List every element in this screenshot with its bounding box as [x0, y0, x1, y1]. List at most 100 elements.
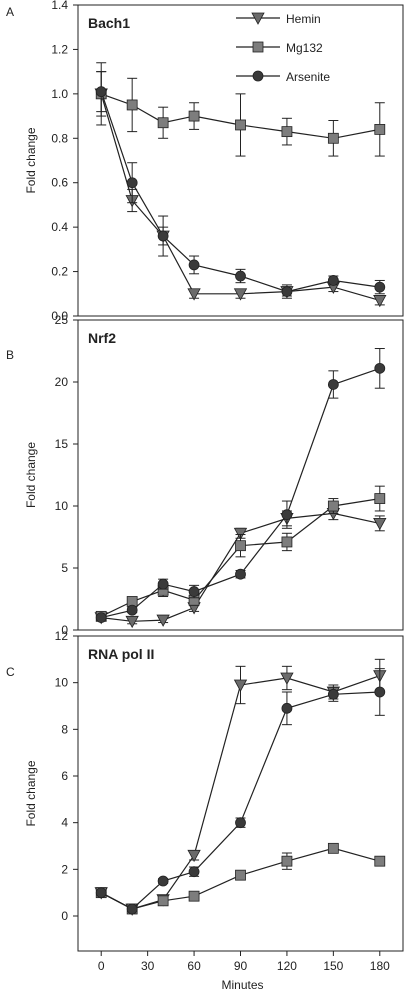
panel-letter: B	[6, 348, 14, 362]
panel-C: C RNA pol II 0 2 4 6 8 10 12 Fold change 0 30 60 90 12…	[6, 629, 404, 992]
y-tick-label: 0	[61, 623, 68, 637]
y-tick-label: 1.4	[51, 0, 68, 12]
y-tick-label: 0.2	[51, 265, 68, 279]
data-point	[188, 110, 200, 122]
series-line	[100, 93, 380, 301]
series-mg132	[95, 62, 386, 157]
y-tick-label: 0.8	[51, 131, 68, 145]
legend-label: Hemin	[286, 12, 321, 26]
y-tick-label: 10	[55, 499, 69, 513]
panel-B: B Nrf2 0 5 10 15 20 25 Fold change	[6, 313, 404, 637]
y-tick-label: 0.6	[51, 176, 68, 190]
y-tick-label: 1.0	[51, 87, 68, 101]
chart-title: RNA pol II	[88, 646, 154, 662]
data-point	[327, 688, 339, 700]
panel-letter: A	[6, 5, 14, 19]
series-arsenite	[95, 348, 386, 623]
data-point	[157, 117, 169, 129]
data-point	[233, 679, 248, 692]
y-tick-label: 4	[61, 816, 68, 830]
plot-frame	[77, 4, 404, 317]
x-tick-label: 180	[370, 959, 390, 973]
data-point	[235, 817, 246, 829]
data-point	[327, 842, 339, 854]
data-point	[374, 124, 386, 135]
series-line	[101, 367, 380, 619]
y-tick-label: 15	[55, 437, 69, 451]
data-point	[235, 270, 246, 282]
data-point	[157, 230, 169, 242]
y-tick-label: 10	[55, 676, 69, 690]
legend: Hemin Mg132 Arsenite	[236, 12, 330, 84]
y-tick-label: 2	[61, 862, 68, 876]
data-point	[374, 855, 386, 867]
panel-A: A Bach1 0.0 0.2 0.4 0.6 0.8 1.0 1.2 1.4 Fold chang…	[6, 0, 404, 323]
x-axis-label: Minutes	[221, 978, 263, 992]
y-tick-label: 25	[55, 313, 69, 327]
data-point	[157, 578, 169, 590]
y-tick-label: 12	[55, 629, 69, 643]
series-mg132	[95, 485, 386, 622]
data-point	[187, 849, 201, 863]
chart-title: Bach1	[88, 15, 130, 31]
data-point	[280, 672, 294, 685]
data-point	[125, 615, 139, 629]
data-point	[327, 275, 339, 286]
legend-marker	[252, 41, 264, 53]
data-point	[126, 903, 138, 915]
panel-letter: C	[6, 665, 15, 679]
series-line	[100, 691, 380, 910]
series-mg132	[95, 842, 386, 915]
data-point	[188, 890, 200, 902]
data-point	[373, 295, 387, 308]
data-point	[327, 132, 339, 144]
data-point	[157, 875, 169, 887]
data-point	[126, 604, 138, 616]
series-line	[100, 91, 380, 293]
x-tick-label: 60	[187, 959, 201, 973]
data-point	[235, 869, 246, 881]
y-axis-label: Fold change	[24, 442, 38, 508]
data-point	[281, 702, 293, 714]
data-point	[235, 540, 246, 552]
y-tick-label: 6	[61, 769, 68, 783]
data-point	[95, 612, 107, 623]
y-tick-label: 1.2	[51, 42, 68, 56]
data-point	[95, 887, 107, 899]
plot-frame	[77, 319, 404, 631]
data-point	[126, 177, 138, 189]
data-point	[156, 614, 170, 627]
legend-marker	[251, 12, 265, 25]
x-tick-label: 150	[323, 959, 343, 973]
data-point	[281, 509, 293, 521]
data-point	[281, 286, 293, 297]
y-tick-label: 8	[61, 722, 68, 736]
data-point	[187, 288, 201, 301]
series-arsenite	[95, 668, 386, 915]
data-point	[233, 527, 248, 541]
chart-title: Nrf2	[88, 330, 116, 346]
legend-marker	[252, 70, 264, 82]
legend-item-mg132: Mg132	[236, 41, 323, 55]
x-tick-label: 120	[277, 959, 297, 973]
legend-label: Arsenite	[286, 70, 330, 84]
data-point	[281, 855, 293, 867]
data-point	[188, 586, 200, 597]
y-tick-label: 5	[61, 561, 68, 575]
x-tick-label: 0	[98, 959, 105, 973]
data-point	[235, 119, 246, 131]
series-line	[100, 498, 380, 617]
data-point	[327, 500, 339, 512]
data-point	[157, 895, 169, 907]
data-point	[126, 99, 138, 111]
data-point	[327, 379, 339, 390]
legend-label: Mg132	[286, 41, 323, 55]
legend-item-hemin: Hemin	[236, 12, 321, 26]
y-tick-label: 20	[55, 375, 69, 389]
data-point	[188, 866, 200, 878]
series-hemin	[94, 506, 387, 629]
y-tick-label: 0	[61, 909, 68, 923]
y-tick-label: 0.4	[51, 220, 68, 234]
y-axis-label: Fold change	[24, 127, 38, 193]
data-point	[188, 259, 200, 271]
